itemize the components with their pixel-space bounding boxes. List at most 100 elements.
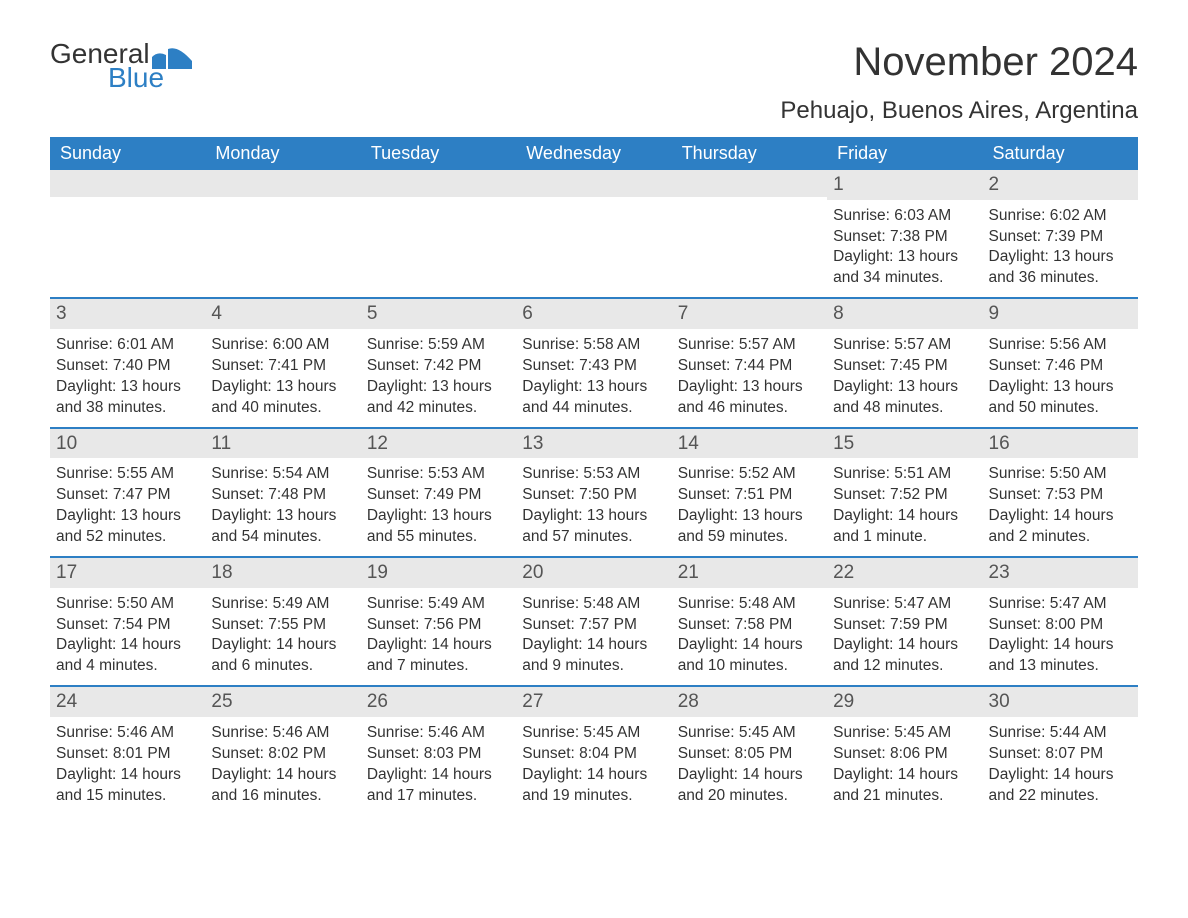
daylight2-line: and 12 minutes. [833, 656, 976, 677]
sunrise-line: Sunrise: 6:03 AM [833, 206, 976, 227]
daylight1-line: Daylight: 14 hours [522, 765, 665, 786]
day-number: 13 [516, 429, 671, 459]
daylight2-line: and 19 minutes. [522, 786, 665, 807]
sunset-line: Sunset: 7:51 PM [678, 485, 821, 506]
sunset-line: Sunset: 8:07 PM [989, 744, 1132, 765]
sunrise-line: Sunrise: 6:00 AM [211, 335, 354, 356]
sunset-line: Sunset: 8:03 PM [367, 744, 510, 765]
day-number: 21 [672, 558, 827, 588]
sunrise-line: Sunrise: 5:55 AM [56, 464, 199, 485]
calendar-cell: 15Sunrise: 5:51 AMSunset: 7:52 PMDayligh… [827, 429, 982, 556]
cell-content: Sunrise: 5:58 AMSunset: 7:43 PMDaylight:… [516, 333, 671, 427]
sunset-line: Sunset: 7:58 PM [678, 615, 821, 636]
cell-content: Sunrise: 5:49 AMSunset: 7:55 PMDaylight:… [205, 592, 360, 686]
calendar-week: 17Sunrise: 5:50 AMSunset: 7:54 PMDayligh… [50, 556, 1138, 685]
calendar-cell: 19Sunrise: 5:49 AMSunset: 7:56 PMDayligh… [361, 558, 516, 685]
day-number: 9 [983, 299, 1138, 329]
day-number: 1 [827, 170, 982, 200]
cell-content: Sunrise: 5:45 AMSunset: 8:05 PMDaylight:… [672, 721, 827, 815]
cell-content: Sunrise: 5:47 AMSunset: 7:59 PMDaylight:… [827, 592, 982, 686]
calendar-cell: 16Sunrise: 5:50 AMSunset: 7:53 PMDayligh… [983, 429, 1138, 556]
cell-content: Sunrise: 5:46 AMSunset: 8:01 PMDaylight:… [50, 721, 205, 815]
day-number-empty [205, 170, 360, 197]
cell-content: Sunrise: 5:49 AMSunset: 7:56 PMDaylight:… [361, 592, 516, 686]
sunrise-line: Sunrise: 5:53 AM [522, 464, 665, 485]
cell-content: Sunrise: 5:46 AMSunset: 8:02 PMDaylight:… [205, 721, 360, 815]
day-header: Sunday [50, 137, 205, 170]
day-number: 22 [827, 558, 982, 588]
cell-content: Sunrise: 5:54 AMSunset: 7:48 PMDaylight:… [205, 462, 360, 556]
calendar-cell: 6 Sunrise: 5:58 AMSunset: 7:43 PMDaylight… [516, 299, 671, 426]
month-title: November 2024 [780, 40, 1138, 85]
daylight2-line: and 34 minutes. [833, 268, 976, 289]
sunrise-line: Sunrise: 5:54 AM [211, 464, 354, 485]
sunset-line: Sunset: 8:06 PM [833, 744, 976, 765]
sunset-line: Sunset: 7:44 PM [678, 356, 821, 377]
day-number: 12 [361, 429, 516, 459]
sunset-line: Sunset: 8:02 PM [211, 744, 354, 765]
cell-content: Sunrise: 5:48 AMSunset: 7:58 PMDaylight:… [672, 592, 827, 686]
daylight2-line: and 55 minutes. [367, 527, 510, 548]
sunrise-line: Sunrise: 5:53 AM [367, 464, 510, 485]
calendar-cell: 28Sunrise: 5:45 AMSunset: 8:05 PMDayligh… [672, 687, 827, 814]
header: General Blue November 2024 Pehuajo, Buen… [50, 40, 1138, 125]
calendar-cell: 17Sunrise: 5:50 AMSunset: 7:54 PMDayligh… [50, 558, 205, 685]
sunrise-line: Sunrise: 5:47 AM [833, 594, 976, 615]
daylight2-line: and 9 minutes. [522, 656, 665, 677]
calendar-cell: 11Sunrise: 5:54 AMSunset: 7:48 PMDayligh… [205, 429, 360, 556]
calendar-cell: 25Sunrise: 5:46 AMSunset: 8:02 PMDayligh… [205, 687, 360, 814]
sunrise-line: Sunrise: 5:49 AM [211, 594, 354, 615]
daylight2-line: and 54 minutes. [211, 527, 354, 548]
daylight1-line: Daylight: 13 hours [211, 506, 354, 527]
day-number-empty [672, 170, 827, 197]
calendar-cell: 26Sunrise: 5:46 AMSunset: 8:03 PMDayligh… [361, 687, 516, 814]
day-number: 6 [516, 299, 671, 329]
daylight1-line: Daylight: 13 hours [522, 506, 665, 527]
daylight1-line: Daylight: 14 hours [678, 635, 821, 656]
sunset-line: Sunset: 8:00 PM [989, 615, 1132, 636]
sunrise-line: Sunrise: 6:01 AM [56, 335, 199, 356]
sunrise-line: Sunrise: 5:44 AM [989, 723, 1132, 744]
daylight2-line: and 4 minutes. [56, 656, 199, 677]
daylight1-line: Daylight: 13 hours [833, 377, 976, 398]
day-number: 3 [50, 299, 205, 329]
calendar-cell: 30Sunrise: 5:44 AMSunset: 8:07 PMDayligh… [983, 687, 1138, 814]
calendar-cell: 7Sunrise: 5:57 AMSunset: 7:44 PMDaylight… [672, 299, 827, 426]
cell-content: Sunrise: 5:57 AMSunset: 7:45 PMDaylight:… [827, 333, 982, 427]
day-number: 11 [205, 429, 360, 459]
sunrise-line: Sunrise: 5:46 AM [56, 723, 199, 744]
cell-content: Sunrise: 5:52 AMSunset: 7:51 PMDaylight:… [672, 462, 827, 556]
logo-text-blue: Blue [108, 64, 192, 92]
day-number: 24 [50, 687, 205, 717]
day-header: Saturday [983, 137, 1138, 170]
sunset-line: Sunset: 7:43 PM [522, 356, 665, 377]
daylight1-line: Daylight: 14 hours [833, 506, 976, 527]
calendar: SundayMondayTuesdayWednesdayThursdayFrid… [50, 137, 1138, 815]
day-number: 14 [672, 429, 827, 459]
day-number-empty [50, 170, 205, 197]
calendar-cell: 2Sunrise: 6:02 AMSunset: 7:39 PMDaylight… [983, 170, 1138, 297]
day-header: Friday [827, 137, 982, 170]
daylight1-line: Daylight: 13 hours [56, 377, 199, 398]
cell-content: Sunrise: 5:48 AMSunset: 7:57 PMDaylight:… [516, 592, 671, 686]
daylight2-line: and 44 minutes. [522, 398, 665, 419]
calendar-week: 10Sunrise: 5:55 AMSunset: 7:47 PMDayligh… [50, 427, 1138, 556]
sunset-line: Sunset: 7:47 PM [56, 485, 199, 506]
daylight1-line: Daylight: 13 hours [833, 247, 976, 268]
day-number: 7 [672, 299, 827, 329]
day-headers-row: SundayMondayTuesdayWednesdayThursdayFrid… [50, 137, 1138, 170]
daylight2-line: and 52 minutes. [56, 527, 199, 548]
cell-content: Sunrise: 5:55 AMSunset: 7:47 PMDaylight:… [50, 462, 205, 556]
daylight1-line: Daylight: 14 hours [989, 635, 1132, 656]
calendar-cell: 9Sunrise: 5:56 AMSunset: 7:46 PMDaylight… [983, 299, 1138, 426]
calendar-cell [205, 170, 360, 297]
daylight1-line: Daylight: 14 hours [833, 765, 976, 786]
day-number: 2 [983, 170, 1138, 200]
sunrise-line: Sunrise: 5:47 AM [989, 594, 1132, 615]
daylight1-line: Daylight: 13 hours [367, 377, 510, 398]
calendar-cell [672, 170, 827, 297]
calendar-cell [50, 170, 205, 297]
cell-content: Sunrise: 5:45 AMSunset: 8:04 PMDaylight:… [516, 721, 671, 815]
day-number: 18 [205, 558, 360, 588]
sunrise-line: Sunrise: 5:48 AM [678, 594, 821, 615]
